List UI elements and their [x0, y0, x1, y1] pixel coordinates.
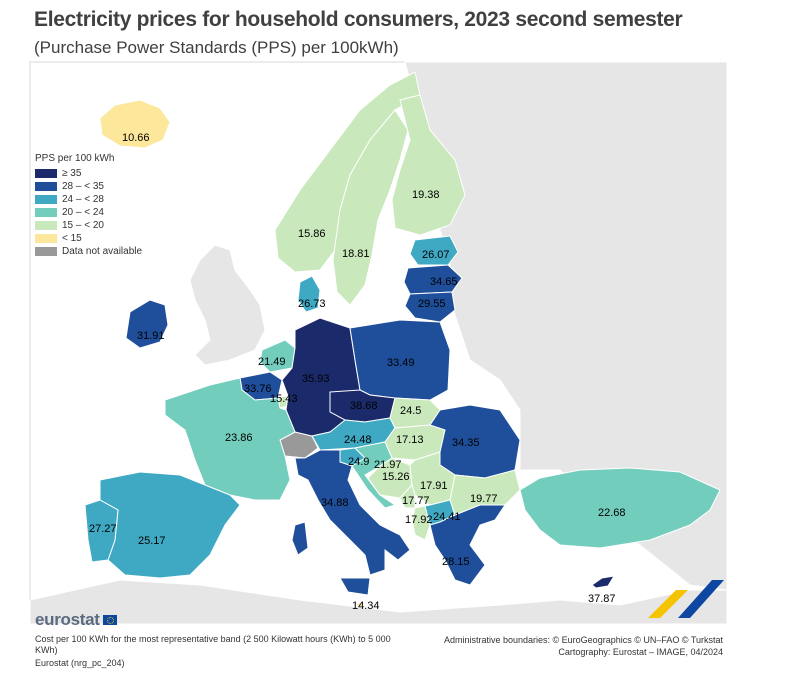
legend-item: 15 – < 20	[35, 219, 142, 231]
italy	[294, 449, 411, 576]
footnote: Cost per 100 KWh for the most representa…	[35, 634, 391, 655]
value-label-malta: 14.34	[352, 600, 380, 612]
value-label-turkiye: 22.68	[598, 507, 626, 519]
value-label-portugal: 27.27	[89, 523, 117, 535]
value-label-bulgaria: 19.77	[470, 493, 498, 505]
value-labels: 10.66 15.86 18.81 19.38 26.07 34.65 29.5…	[89, 132, 626, 612]
croatia	[351, 441, 397, 509]
page-subtitle: (Purchase Power Standards (PPS) per 100k…	[34, 38, 399, 57]
value-label-italy: 34.88	[321, 497, 349, 509]
portugal	[84, 499, 119, 563]
value-label-czechia: 38.68	[350, 400, 378, 412]
legend-item: ≥ 35	[35, 167, 142, 179]
legend-swatch	[35, 220, 57, 230]
value-label-poland: 33.49	[387, 357, 415, 369]
data-source: Eurostat (nrg_pc_204)	[35, 658, 125, 668]
value-label-netherlands: 21.49	[258, 356, 286, 368]
value-label-greece: 28.15	[442, 556, 470, 568]
value-label-latvia: 34.65	[430, 276, 458, 288]
logo-text: eurostat	[35, 610, 100, 629]
eu-flag-icon	[102, 615, 117, 625]
page-title: Electricity prices for household consume…	[34, 8, 683, 31]
corner-decoration	[648, 590, 688, 618]
ireland	[125, 299, 169, 349]
background-land-africa	[29, 579, 728, 625]
value-label-north-macedonia: 24.41	[433, 511, 461, 523]
greece	[429, 504, 506, 586]
legend-label: 15 – < 20	[62, 219, 104, 231]
legend-item: 24 – < 28	[35, 193, 142, 205]
legend-swatch	[35, 207, 57, 217]
value-label-iceland: 10.66	[122, 132, 150, 144]
value-label-lithuania: 29.55	[418, 298, 446, 310]
denmark	[297, 275, 321, 313]
value-label-ireland: 31.91	[137, 330, 165, 342]
legend-label: 28 – < 35	[62, 180, 104, 192]
legend-item: 20 – < 24	[35, 206, 142, 218]
map-legend: PPS per 100 kWh ≥ 35 28 – < 35 24 – < 28…	[35, 153, 142, 258]
value-label-belgium: 33.76	[244, 383, 272, 395]
legend-swatch	[35, 168, 57, 178]
malta	[358, 603, 362, 607]
value-label-albania: 17.92	[405, 514, 433, 526]
value-label-slovakia: 24.5	[400, 405, 421, 417]
value-label-cyprus: 37.87	[588, 593, 616, 605]
legend-label: ≥ 35	[62, 167, 82, 179]
value-label-montenegro: 17.77	[402, 495, 430, 507]
legend-swatch	[35, 246, 57, 256]
eurostat-logo: eurostat	[35, 610, 117, 630]
montenegro	[399, 484, 416, 509]
legend-swatch	[35, 194, 57, 204]
credits-boundaries: Administrative boundaries: © EuroGeograp…	[443, 635, 723, 645]
value-label-spain: 25.17	[138, 535, 166, 547]
sicily	[339, 577, 371, 596]
value-label-austria: 24.48	[344, 434, 372, 446]
value-label-norway: 15.86	[298, 228, 326, 240]
value-label-denmark: 26.73	[298, 298, 326, 310]
legend-label: Data not available	[62, 245, 143, 257]
credits: Administrative boundaries: © EuroGeograp…	[444, 634, 723, 658]
legend-swatch	[35, 233, 57, 243]
turkiye	[519, 467, 721, 549]
legend-item: 28 – < 35	[35, 180, 142, 192]
value-label-bosnia: 15.26	[382, 471, 410, 483]
value-label-luxembourg: 15.43	[270, 393, 298, 405]
value-label-croatia: 21.97	[374, 459, 402, 471]
background-land-uk	[189, 244, 266, 366]
legend-item: Data not available	[35, 245, 142, 257]
legend-title: PPS per 100 kWh	[35, 153, 115, 164]
value-label-sweden: 18.81	[342, 248, 370, 260]
france	[164, 377, 296, 501]
sweden	[332, 109, 409, 306]
value-label-germany: 35.93	[302, 373, 330, 385]
value-label-slovenia: 24.9	[348, 456, 369, 468]
finland	[391, 94, 466, 236]
value-label-serbia: 17.91	[420, 480, 448, 492]
iceland	[99, 99, 171, 149]
legend-swatch	[35, 181, 57, 191]
legend-label: 20 – < 24	[62, 206, 104, 218]
sardinia	[291, 521, 309, 556]
corner-decoration-blue	[678, 580, 724, 618]
legend-label: < 15	[62, 232, 82, 244]
legend-label: 24 – < 28	[62, 193, 104, 205]
value-label-hungary: 17.13	[396, 434, 424, 446]
austria	[311, 417, 396, 451]
value-label-finland: 19.38	[412, 189, 440, 201]
value-label-estonia: 26.07	[422, 249, 450, 261]
legend-item: < 15	[35, 232, 142, 244]
value-label-france: 23.86	[225, 432, 253, 444]
credits-cartography: Cartography: Eurostat – IMAGE, 04/2024	[558, 647, 723, 657]
value-label-romania: 34.35	[452, 437, 480, 449]
cyprus	[591, 575, 615, 589]
